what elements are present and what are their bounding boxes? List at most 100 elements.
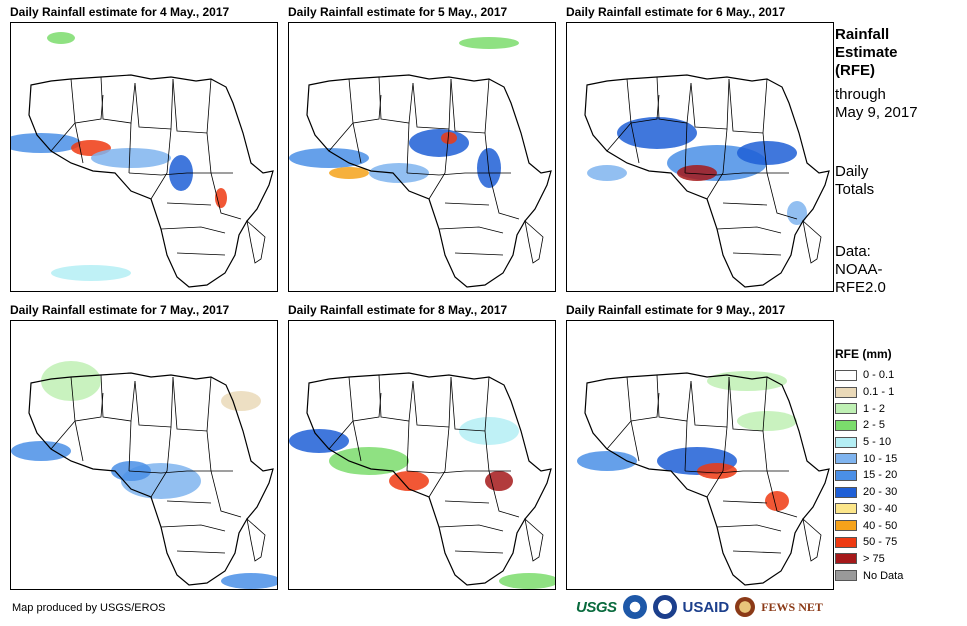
country-border bbox=[74, 122, 84, 164]
panel-title: Daily Rainfall estimate for 9 May., 2017 bbox=[566, 303, 786, 317]
legend-swatch bbox=[835, 453, 857, 465]
country-border bbox=[328, 420, 354, 450]
totals-line: Daily bbox=[835, 163, 869, 180]
country-border bbox=[348, 78, 382, 124]
country-border bbox=[728, 376, 768, 432]
legend-swatch bbox=[835, 436, 857, 448]
legend-label: 50 - 75 bbox=[863, 536, 898, 549]
rainfall-area bbox=[369, 163, 429, 183]
legend-label: No Data bbox=[863, 569, 904, 582]
country-border bbox=[524, 517, 544, 562]
country-border bbox=[732, 550, 782, 554]
legend-item: 50 - 75 bbox=[835, 534, 903, 551]
legend-item: 5 - 10 bbox=[835, 434, 903, 451]
heading-line: Rainfall bbox=[835, 26, 890, 43]
country-border bbox=[438, 226, 504, 234]
country-border bbox=[706, 128, 728, 200]
country-border bbox=[454, 550, 504, 554]
source-line: NOAA- bbox=[835, 261, 883, 278]
legend-item: 30 - 40 bbox=[835, 501, 903, 518]
rainfall-area bbox=[11, 441, 71, 461]
country-border bbox=[606, 420, 632, 450]
country-border bbox=[766, 470, 798, 518]
country-border bbox=[684, 172, 767, 176]
country-border bbox=[160, 226, 226, 234]
country-border bbox=[690, 78, 730, 130]
country-border bbox=[438, 524, 504, 532]
map-panel: Daily Rainfall estimate for 4 May., 2017 bbox=[10, 4, 278, 292]
legend-label: 40 - 50 bbox=[863, 519, 898, 532]
country-border bbox=[802, 219, 822, 264]
fews-globe-icon bbox=[735, 597, 756, 617]
country-border bbox=[246, 517, 266, 562]
rainfall-map bbox=[10, 320, 278, 590]
country-border bbox=[450, 78, 490, 134]
rainfall-area bbox=[329, 167, 369, 179]
usgs-logo: USGS bbox=[576, 598, 617, 616]
legend-item: 20 - 30 bbox=[835, 484, 903, 501]
country-border bbox=[722, 202, 768, 206]
legend-label: 20 - 30 bbox=[863, 486, 898, 499]
country-border bbox=[150, 128, 172, 200]
legend-swatch bbox=[835, 369, 857, 381]
country-border bbox=[684, 122, 688, 174]
legend-swatch bbox=[835, 486, 857, 498]
country-border bbox=[656, 76, 692, 124]
legend-swatch bbox=[835, 520, 857, 532]
country-border bbox=[328, 122, 354, 152]
panel-title: Daily Rainfall estimate for 8 May., 2017 bbox=[288, 303, 508, 317]
legend-item: 15 - 20 bbox=[835, 467, 903, 484]
country-border bbox=[166, 500, 212, 504]
heading-line: Estimate bbox=[835, 44, 898, 61]
continent-outline bbox=[306, 74, 552, 288]
country-border bbox=[428, 426, 450, 498]
rainfall-area bbox=[459, 37, 519, 49]
legend-swatch bbox=[835, 553, 857, 565]
legend-label: 10 - 15 bbox=[863, 452, 898, 465]
country-border bbox=[630, 420, 640, 462]
legend-item: 10 - 15 bbox=[835, 450, 903, 467]
source-line: Data: bbox=[835, 243, 871, 260]
rainfall-area bbox=[329, 447, 409, 475]
rainfall-area bbox=[169, 155, 193, 191]
totals-line: Totals bbox=[835, 181, 875, 198]
continent-outline bbox=[28, 74, 274, 288]
country-border bbox=[412, 376, 452, 428]
panel-title: Daily Rainfall estimate for 4 May., 2017 bbox=[10, 5, 230, 19]
usaid-seal-icon bbox=[652, 595, 677, 619]
legend-label: 0 - 0.1 bbox=[863, 369, 895, 382]
country-border bbox=[722, 500, 768, 504]
country-border bbox=[70, 78, 104, 124]
country-border bbox=[444, 202, 490, 206]
legend: RFE (mm) 0 - 0.1 0.1 - 1 1 - 2 2 - 5 5 - 10 1… bbox=[835, 347, 903, 584]
country-border bbox=[630, 122, 640, 164]
rainfall-area bbox=[441, 132, 457, 144]
sidebar-heading: Rainfall Estimate (RFE) bbox=[835, 26, 898, 80]
country-border bbox=[348, 376, 382, 422]
rainfall-area bbox=[677, 165, 717, 181]
country-border bbox=[802, 517, 822, 562]
legend-label: 30 - 40 bbox=[863, 502, 898, 515]
rainfall-area bbox=[577, 451, 637, 471]
country-border bbox=[412, 78, 452, 130]
sidebar-source: Data: NOAA- RFE2.0 bbox=[835, 243, 886, 297]
country-border bbox=[732, 252, 782, 256]
legend-item: > 75 bbox=[835, 551, 903, 568]
country-border bbox=[128, 122, 132, 174]
country-border bbox=[176, 550, 226, 554]
rainfall-area bbox=[499, 573, 555, 589]
panel-title: Daily Rainfall estimate for 6 May., 2017 bbox=[566, 5, 786, 19]
country-border bbox=[406, 470, 489, 474]
legend-swatch bbox=[835, 503, 857, 515]
rainfall-area bbox=[409, 129, 469, 157]
country-border bbox=[406, 122, 410, 174]
country-border bbox=[444, 500, 490, 504]
sidebar-through: through May 9, 2017 bbox=[835, 86, 918, 122]
rainfall-area bbox=[221, 573, 277, 589]
country-border bbox=[378, 374, 414, 422]
rainfall-area bbox=[459, 417, 519, 445]
map-panel: Daily Rainfall estimate for 5 May., 2017 bbox=[288, 4, 556, 292]
legend-label: 1 - 2 bbox=[863, 402, 886, 415]
country-border bbox=[684, 470, 767, 474]
legend-item: No Data bbox=[835, 567, 903, 584]
